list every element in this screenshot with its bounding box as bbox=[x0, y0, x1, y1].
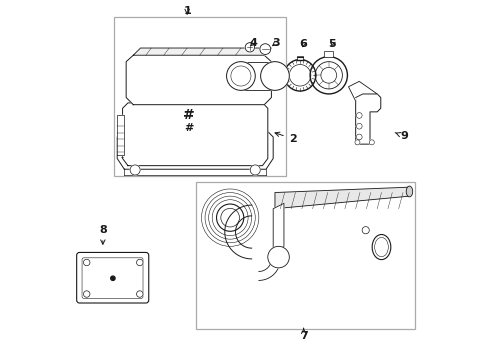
Polygon shape bbox=[117, 116, 124, 155]
Circle shape bbox=[110, 276, 115, 280]
Text: #: # bbox=[183, 108, 194, 122]
Text: 8: 8 bbox=[99, 225, 106, 244]
Polygon shape bbox=[273, 203, 284, 252]
Text: 9: 9 bbox=[394, 131, 407, 141]
Circle shape bbox=[260, 62, 289, 90]
Bar bbox=[196, 182, 414, 329]
Circle shape bbox=[362, 226, 368, 234]
Polygon shape bbox=[122, 103, 267, 166]
Text: 6: 6 bbox=[299, 39, 307, 49]
Circle shape bbox=[226, 62, 255, 90]
Polygon shape bbox=[117, 130, 273, 169]
Circle shape bbox=[136, 291, 142, 297]
Ellipse shape bbox=[374, 237, 387, 257]
Text: 2: 2 bbox=[274, 132, 296, 144]
Circle shape bbox=[83, 291, 90, 297]
Text: #: # bbox=[184, 123, 193, 133]
Circle shape bbox=[368, 140, 373, 145]
Text: 3: 3 bbox=[272, 38, 279, 48]
Circle shape bbox=[83, 259, 90, 266]
Text: 1: 1 bbox=[183, 6, 191, 16]
Polygon shape bbox=[224, 205, 251, 259]
Ellipse shape bbox=[406, 186, 412, 197]
Circle shape bbox=[260, 44, 270, 54]
FancyBboxPatch shape bbox=[77, 252, 148, 303]
Polygon shape bbox=[258, 252, 280, 280]
Circle shape bbox=[267, 246, 289, 268]
Polygon shape bbox=[274, 187, 408, 209]
Text: 5: 5 bbox=[328, 39, 335, 49]
Polygon shape bbox=[133, 48, 271, 55]
Circle shape bbox=[284, 59, 315, 91]
Circle shape bbox=[136, 259, 142, 266]
Circle shape bbox=[130, 165, 140, 175]
Bar bbox=[324, 51, 332, 57]
Bar bbox=[297, 56, 303, 59]
Circle shape bbox=[216, 204, 244, 231]
Polygon shape bbox=[126, 55, 271, 105]
Bar bbox=[241, 62, 274, 90]
Polygon shape bbox=[348, 81, 376, 101]
Circle shape bbox=[244, 42, 254, 52]
Circle shape bbox=[356, 113, 362, 118]
Circle shape bbox=[356, 134, 362, 140]
Circle shape bbox=[250, 165, 260, 175]
Text: 7: 7 bbox=[299, 328, 307, 341]
Circle shape bbox=[309, 57, 346, 94]
Circle shape bbox=[356, 123, 362, 129]
Ellipse shape bbox=[371, 234, 390, 260]
Bar bbox=[113, 17, 285, 176]
Text: 4: 4 bbox=[249, 38, 257, 48]
Polygon shape bbox=[355, 94, 380, 144]
Circle shape bbox=[354, 140, 359, 145]
